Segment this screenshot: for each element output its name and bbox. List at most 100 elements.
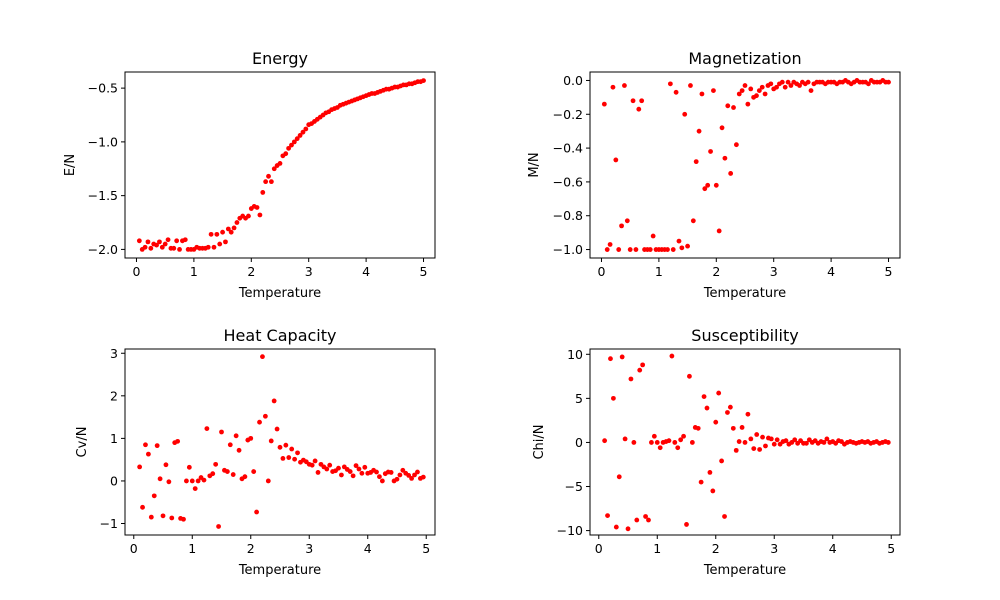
heat-capacity-point — [271, 398, 277, 404]
magnetization-ytick-label: 0.0 — [563, 73, 583, 88]
heat-capacity-point — [189, 478, 195, 484]
heat-capacity-point — [388, 470, 394, 475]
energy-title: Energy — [252, 49, 308, 68]
energy-ytick-label: −1.5 — [88, 188, 118, 203]
heat-capacity-point — [204, 426, 210, 431]
energy-point — [225, 226, 231, 232]
magnetization-point — [788, 83, 794, 88]
susceptibility-point — [605, 513, 610, 519]
magnetization-point — [745, 101, 751, 107]
susceptibility-point — [628, 376, 634, 382]
magnetization-xlabel: Temperature — [703, 286, 786, 301]
heat-capacity-point — [254, 509, 259, 515]
heat-capacity-point — [315, 470, 321, 475]
heat-capacity-ytick-label: 2 — [110, 388, 118, 403]
heat-capacity-point — [160, 513, 166, 519]
heat-capacity-point — [409, 475, 414, 481]
heat-capacity-point — [210, 471, 216, 477]
heat-capacity-point — [154, 443, 160, 449]
heat-capacity-point — [192, 486, 198, 492]
energy-point — [263, 179, 269, 185]
heat-capacity-point — [216, 524, 221, 529]
susceptibility-point — [625, 526, 631, 532]
heat-capacity-point — [309, 462, 315, 468]
magnetization-point — [624, 218, 630, 224]
heat-capacity-point — [260, 354, 265, 360]
susceptibility-marks — [602, 353, 891, 532]
magnetization-ytick-label: −0.6 — [553, 174, 583, 189]
heat-capacity-xtick-label: 4 — [364, 541, 372, 556]
magnetization-point — [736, 91, 742, 97]
susceptibility-title: Susceptibility — [691, 326, 798, 345]
heat-capacity-point — [257, 419, 262, 425]
energy-point — [148, 245, 154, 251]
energy-point — [257, 212, 263, 218]
energy-point — [165, 237, 171, 243]
susceptibility-point — [634, 517, 640, 523]
magnetization-point — [690, 218, 696, 224]
energy-point — [205, 244, 211, 250]
susceptibility-point — [643, 514, 648, 519]
heat-capacity-point — [374, 469, 379, 475]
magnetization-point — [702, 186, 708, 192]
heat-capacity-point — [151, 493, 157, 499]
susceptibility-point — [616, 474, 622, 480]
energy-point — [300, 129, 306, 135]
energy-xtick-label: 1 — [190, 264, 198, 279]
susceptibility-point — [631, 440, 637, 445]
magnetization-point — [696, 128, 702, 134]
heat-capacity-point — [339, 472, 344, 478]
magnetization-point — [613, 157, 619, 163]
heat-capacity-point — [224, 469, 230, 474]
susceptibility-point — [687, 373, 692, 379]
energy-point — [214, 231, 220, 237]
susceptibility-point — [622, 436, 628, 442]
energy-point — [159, 244, 165, 250]
susceptibility-xtick-label: 3 — [770, 541, 778, 556]
susceptibility-point — [637, 367, 643, 373]
heat-capacity-point — [143, 442, 148, 448]
heat-capacity-point — [283, 442, 289, 448]
susceptibility-point — [649, 440, 654, 445]
susceptibility-xtick-label: 1 — [653, 541, 661, 556]
heat-capacity-marks — [137, 354, 426, 529]
heat-capacity-point — [377, 474, 382, 480]
magnetization-ytick-label: −1.0 — [553, 242, 583, 257]
magnetization-point — [685, 243, 690, 249]
magnetization-point — [808, 88, 814, 93]
heat-capacity-point — [201, 477, 207, 483]
magnetization-panel: Magnetization Temperature M/N 0 1 2 3 4 5 −1.0… — [527, 49, 901, 301]
susceptibility-point — [704, 405, 710, 411]
susceptibility-point — [751, 446, 757, 452]
heat-capacity-point — [181, 516, 186, 522]
magnetization-point — [731, 105, 736, 110]
susceptibility-point — [602, 438, 608, 444]
energy-point — [260, 190, 266, 195]
magnetization-point — [604, 247, 610, 252]
susceptibility-point — [733, 447, 739, 453]
heat-capacity-point — [353, 463, 359, 469]
energy-point — [268, 179, 274, 185]
magnetization-point — [639, 98, 645, 104]
heat-capacity-point — [406, 473, 412, 478]
susceptibility-point — [824, 436, 830, 442]
magnetization-point — [708, 149, 713, 154]
heat-capacity-point — [397, 472, 403, 478]
heat-capacity-point — [248, 435, 254, 441]
susceptibility-point — [675, 445, 681, 451]
magnetization-point — [665, 247, 670, 252]
magnetization-xtick-label: 2 — [712, 264, 720, 279]
heat-capacity-point — [265, 478, 271, 484]
energy-axes-frame — [124, 71, 436, 259]
energy-point — [211, 244, 217, 250]
energy-marks — [136, 78, 426, 252]
susceptibility-point — [681, 433, 686, 439]
susceptibility-point — [657, 445, 663, 451]
energy-xtick-label: 2 — [247, 264, 255, 279]
heat-capacity-point — [356, 466, 362, 472]
heat-capacity-xtick-label: 2 — [247, 541, 255, 556]
susceptibility-point — [783, 438, 789, 444]
susceptibility-ticks: 0 1 2 3 4 5 −10 −5 0 5 10 — [557, 347, 896, 556]
susceptibility-point — [608, 356, 613, 362]
